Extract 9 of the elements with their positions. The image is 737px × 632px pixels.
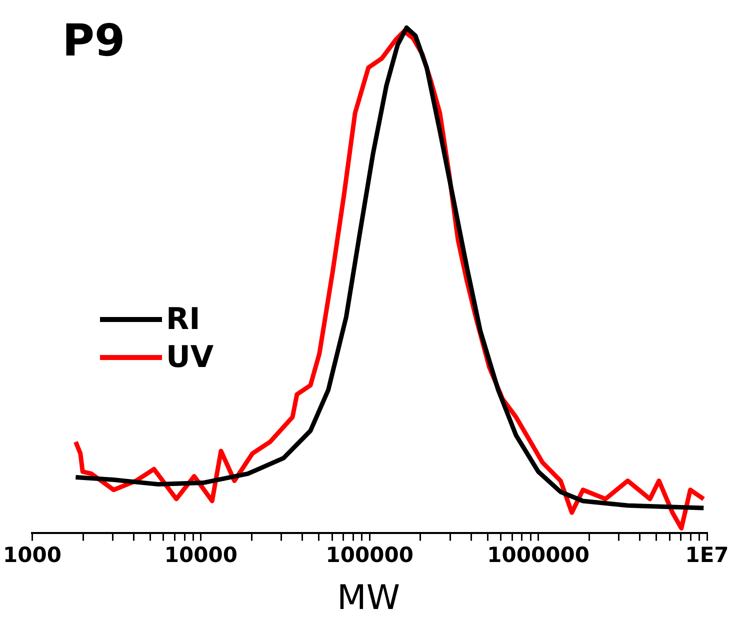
chart-title: P9 [62,15,126,66]
x-tick-label: 1000 [2,542,62,567]
x-tick-label: 100000 [326,542,414,567]
legend-label: UV [166,340,214,374]
x-tick-label: 1000000 [487,542,590,567]
x-axis-title: MW [336,578,401,618]
x-tick-label: 1E7 [685,542,729,567]
legend-label: RI [166,302,200,336]
x-tick-label: 10000 [164,542,238,567]
